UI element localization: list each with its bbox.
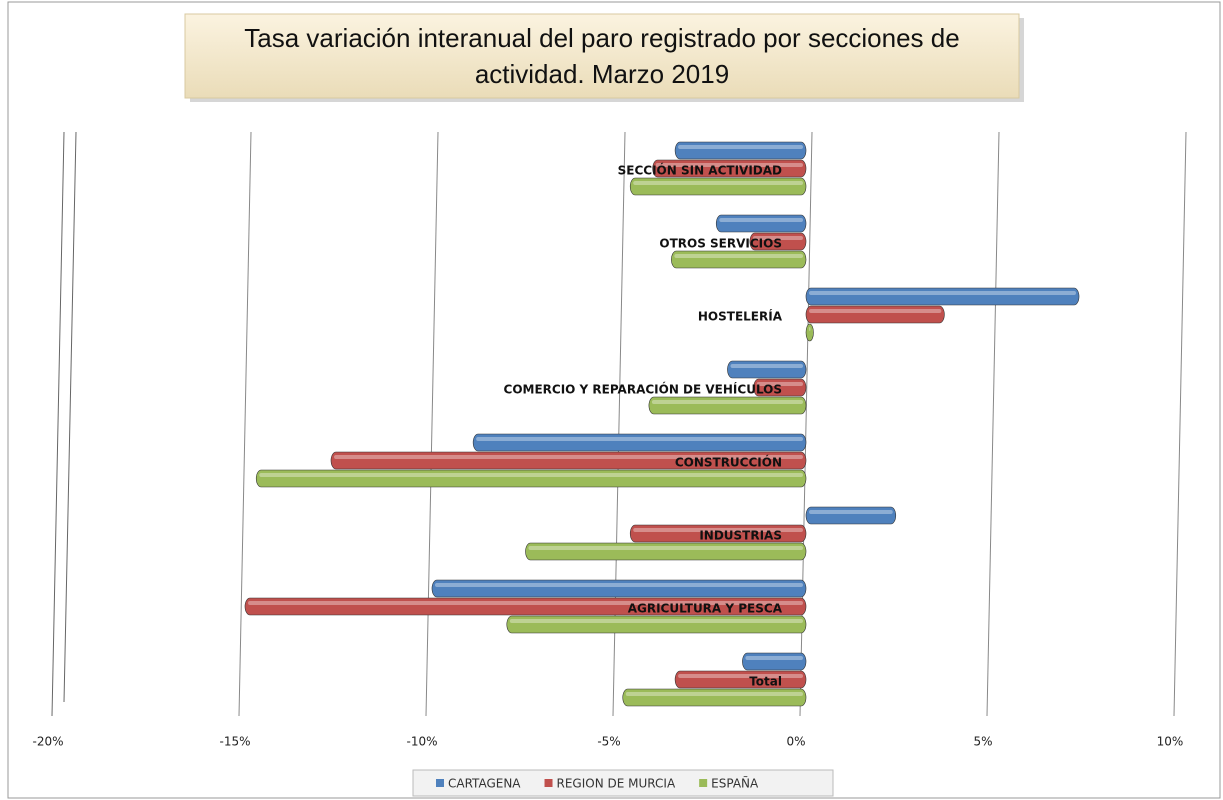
legend xyxy=(412,769,834,797)
category-label: AGRICULTURA Y PESCA xyxy=(628,601,783,615)
bar-highlight xyxy=(655,163,803,167)
chart-title: actividad. Marzo 2019 xyxy=(475,59,729,89)
bar-highlight xyxy=(509,619,803,623)
grid-line xyxy=(51,131,65,717)
title-box xyxy=(184,13,1020,99)
bar xyxy=(244,597,807,616)
bar-highlight xyxy=(334,455,803,459)
bar-highlight xyxy=(809,510,893,514)
category-label: OTROS SERVICIOS xyxy=(659,236,782,250)
x-tick-label: 0% xyxy=(786,735,805,749)
bar-highlight xyxy=(719,218,803,222)
bar-highlight xyxy=(435,583,803,587)
bar xyxy=(652,159,807,178)
bar-highlight xyxy=(528,546,803,550)
legend-swatch xyxy=(436,779,444,787)
bar-highlight xyxy=(752,236,803,240)
bar-highlight xyxy=(809,327,811,331)
category-label: COMERCIO Y REPARACIÓN DE VEHÍCULOS xyxy=(504,381,782,396)
x-tick-label: 10% xyxy=(1157,735,1184,749)
grid-line xyxy=(1173,131,1187,717)
bar xyxy=(629,177,807,196)
bar-highlight xyxy=(625,692,803,696)
category-label: HOSTELERÍA xyxy=(698,308,783,323)
category-label: INDUSTRIAS xyxy=(699,528,782,542)
bar xyxy=(727,360,807,379)
bar-highlight xyxy=(259,473,804,477)
category-label: CONSTRUCCIÓN xyxy=(675,454,782,469)
bar-highlight xyxy=(678,145,803,149)
bar-highlight xyxy=(678,674,803,678)
bar-highlight xyxy=(674,254,803,258)
legend-label: REGION DE MURCIA xyxy=(557,777,676,791)
bar xyxy=(753,378,807,397)
bar-highlight xyxy=(745,656,803,660)
bar xyxy=(506,615,807,634)
bar xyxy=(472,433,807,452)
x-tick-label: -5% xyxy=(597,735,620,749)
bar-highlight xyxy=(633,528,803,532)
legend-swatch xyxy=(699,779,708,787)
bar-highlight xyxy=(651,400,803,404)
grid-line xyxy=(986,131,1000,717)
bar xyxy=(431,579,807,598)
bar xyxy=(805,323,814,342)
bar xyxy=(674,670,807,689)
x-tick-label: -20% xyxy=(32,735,63,749)
bar-highlight xyxy=(633,181,803,185)
bar-highlight xyxy=(476,437,803,441)
bar xyxy=(674,141,807,160)
bar xyxy=(715,214,807,233)
bar xyxy=(330,451,807,470)
frame xyxy=(7,1,1221,799)
bar xyxy=(255,469,807,488)
bar xyxy=(742,652,807,671)
bar xyxy=(671,250,807,269)
bar xyxy=(648,396,807,415)
x-tick-label: 5% xyxy=(973,735,992,749)
bar xyxy=(805,305,945,324)
legend-label: ESPAÑA xyxy=(711,776,759,791)
bar xyxy=(805,506,897,525)
grid-line xyxy=(238,131,252,717)
legend-swatch xyxy=(544,779,553,787)
axis-back xyxy=(63,131,77,703)
bar xyxy=(629,524,807,543)
bar-highlight xyxy=(248,601,803,605)
bar-highlight xyxy=(756,382,803,386)
bar-highlight xyxy=(730,364,803,368)
bar xyxy=(525,542,807,561)
category-label: SECCIÓN SIN ACTIVIDAD xyxy=(618,162,782,177)
x-tick-label: -10% xyxy=(406,735,437,749)
bar xyxy=(805,287,1080,306)
grid-line xyxy=(425,131,439,717)
chart-title: Tasa variación interanual del paro regis… xyxy=(244,23,959,53)
x-tick-label: -15% xyxy=(219,735,250,749)
bar xyxy=(749,232,807,251)
bar-highlight xyxy=(809,291,1077,295)
bar-highlight xyxy=(809,309,942,313)
category-label: Total xyxy=(749,674,782,688)
bar xyxy=(622,688,807,707)
legend-label: CARTAGENA xyxy=(448,777,521,791)
